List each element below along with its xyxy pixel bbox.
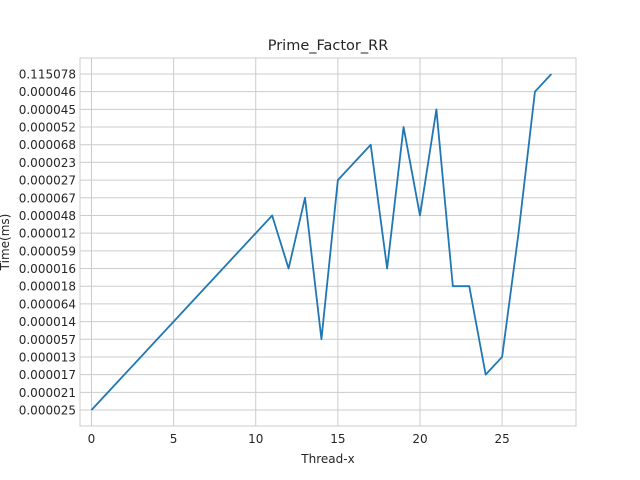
x-tick-label: 25 (494, 432, 509, 446)
y-tick-label: 0.000059 (19, 244, 76, 258)
y-tick-label: 0.000014 (19, 315, 76, 329)
y-axis: 0.000025 0.000021 0.000017 0.000013 0.000057… (19, 68, 76, 418)
chart-title: Prime_Factor_RR (268, 38, 389, 54)
grid (80, 58, 576, 426)
y-tick-label: 0.000048 (19, 209, 76, 223)
y-tick-label: 0.000021 (19, 386, 76, 400)
y-tick-label: 0.000068 (19, 138, 76, 152)
y-tick-label: 0.000045 (19, 103, 76, 117)
y-axis-label: Time(ms) (0, 214, 12, 272)
y-tick-label: 0.000067 (19, 191, 76, 205)
y-tick-label: 0.000013 (19, 350, 76, 364)
series-layer (90, 73, 553, 411)
x-tick-label: 10 (248, 432, 263, 446)
y-tick-label: 0.115078 (19, 68, 76, 82)
y-tick-label: 0.000027 (19, 174, 76, 188)
x-tick-label: 5 (170, 432, 178, 446)
y-tick-label: 0.000052 (19, 121, 76, 135)
x-tick-label: 0 (88, 432, 96, 446)
series-line (90, 73, 553, 411)
x-axis: 0 5 10 15 20 25 (88, 432, 510, 446)
y-tick-label: 0.000023 (19, 156, 76, 170)
x-axis-label: Thread-x (300, 452, 354, 466)
y-tick-label: 0.000057 (19, 333, 76, 347)
y-tick-label: 0.000064 (19, 297, 76, 311)
y-tick-label: 0.000025 (19, 404, 76, 418)
y-tick-label: 0.000012 (19, 227, 76, 241)
y-tick-label: 0.000018 (19, 280, 76, 294)
x-tick-label: 15 (330, 432, 345, 446)
y-tick-label: 0.000046 (19, 85, 76, 99)
x-tick-label: 20 (412, 432, 427, 446)
plot-frame (79, 57, 577, 427)
y-tick-label: 0.000016 (19, 262, 76, 276)
y-tick-label: 0.000017 (19, 368, 76, 382)
